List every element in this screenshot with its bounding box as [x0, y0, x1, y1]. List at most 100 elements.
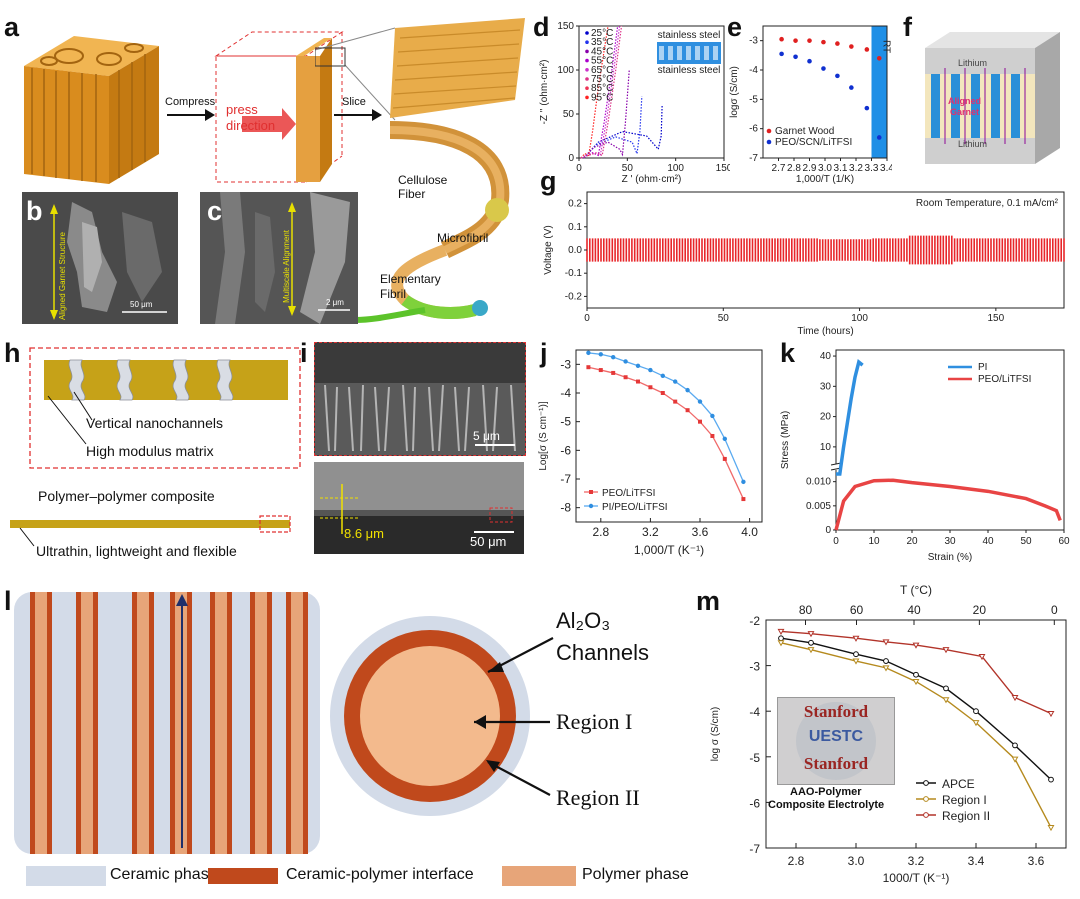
- chart-d-ytick-label: 150: [557, 21, 574, 32]
- chart-m-top-tick-label: 0: [1051, 603, 1058, 617]
- chart-e-xtick-label: 3.1: [834, 163, 848, 174]
- multiscale-alignment-label: Multiscale Alignment: [282, 230, 291, 303]
- chart-d-legend-label: 45°C: [591, 46, 613, 57]
- interface-stripe: [30, 592, 35, 854]
- chart-k-xtick-label: 10: [868, 536, 880, 547]
- chart-j-point: [648, 385, 653, 390]
- chart-e-xtick-label: 3.3: [865, 163, 879, 174]
- chart-e-ytick-label: -5: [749, 94, 758, 105]
- chart-d-inset-stripe: [686, 46, 691, 60]
- chart-m-top-tick-label: 40: [907, 603, 921, 617]
- chart-e-point: [864, 105, 870, 111]
- chart-e-ytick-label: -4: [749, 65, 758, 76]
- chart-g-ytick-label: 0.2: [568, 199, 582, 210]
- scale-bar-c: 2 μm: [326, 298, 344, 307]
- chart-d-legend-marker: [585, 40, 589, 44]
- chart-m-xtick-label: 2.8: [788, 854, 805, 868]
- chart-m-ytick-label: -2: [749, 614, 760, 628]
- chart-m-legend-label: Region I: [942, 793, 987, 807]
- chart-e-point: [807, 58, 812, 64]
- chart-d-series: [580, 25, 609, 159]
- aligned-label: Aligned: [948, 96, 981, 106]
- compress-arrow: [167, 109, 215, 121]
- chart-m-top-axis-label: T (°C): [900, 583, 932, 597]
- chart-g-xtick-label: 50: [718, 313, 730, 324]
- sem-image-b: Aligned Garnet Structure 50 μm: [22, 192, 178, 324]
- compressed-block-illustration: [214, 31, 344, 183]
- chart-e-point: [876, 55, 882, 61]
- interface-stripe: [93, 592, 98, 854]
- chart-k-xtick-label: 60: [1058, 536, 1070, 547]
- panel-letter-i: i: [300, 338, 308, 368]
- chart-k-ytick-label: 20: [820, 412, 832, 423]
- chart-d-legend-marker: [585, 58, 589, 63]
- panel-letter-h: h: [4, 338, 21, 368]
- chart-m-point: [1047, 710, 1055, 718]
- legend-swatch-interface: [208, 868, 278, 884]
- chart-e-xtick-label: 2.8: [787, 163, 801, 174]
- chart-g-annotation: Room Temperature, 0.1 mA/cm²: [916, 198, 1059, 209]
- chart-e-point: [821, 39, 826, 45]
- chart-d-xtick-label: 150: [716, 163, 730, 174]
- chart-e-xtick-label: 3.0: [818, 163, 832, 174]
- channels-label: Channels: [556, 640, 649, 665]
- chart-d-legend-marker: [585, 77, 589, 81]
- chart-j-point: [623, 359, 628, 364]
- chart-m-point: [882, 665, 890, 672]
- chart-m-top-tick-label: 80: [799, 603, 813, 617]
- microfibril-label: Microfibril: [437, 231, 489, 245]
- chart-e-point: [876, 135, 882, 140]
- chart-j-point: [636, 379, 640, 384]
- sem-image-i-top: 5 μm: [314, 342, 526, 456]
- polymer-stripe: [132, 592, 154, 854]
- chart-d-legend-marker: [585, 95, 589, 100]
- chart-g-xtick-label: 150: [988, 313, 1005, 324]
- panel-letter-m: m: [696, 586, 721, 616]
- chart-d-inset-bottom-label: stainless steel: [658, 65, 721, 76]
- chart-m-point: [972, 720, 980, 727]
- chart-d-inset-stripe: [677, 46, 682, 60]
- interface-stripe: [210, 592, 215, 854]
- chart-d-legend-label: 95°C: [591, 92, 613, 103]
- chart-j-ytick-label: -6: [560, 443, 571, 457]
- chart-j-ytick-label: -8: [560, 501, 571, 515]
- chart-d-xtick-label: 0: [576, 163, 582, 174]
- inset-caption-1: AAO-Polymer: [790, 786, 862, 798]
- chart-j-point: [698, 419, 702, 424]
- chart-g-ytick-label: 0.0: [568, 245, 582, 256]
- chart-m-point: [852, 635, 860, 642]
- polymer-stripe: [210, 592, 232, 854]
- interface-stripe: [267, 592, 272, 854]
- chart-m-point: [1011, 756, 1019, 763]
- chart-d-ytick-label: 100: [557, 65, 574, 76]
- aligned-garnet-label: Aligned Garnet Structure: [58, 232, 67, 321]
- chart-j-conductivity: 2.8 3.2 3.6 4.0 -3 -4 -5 -6 -7 -8 1,000/T (K⁻¹) Log…: [538, 349, 763, 557]
- cellulose-label: Cellulose: [398, 173, 448, 187]
- chart-k-xtick-label: 40: [982, 536, 994, 547]
- chart-e-ytick-label: -6: [749, 124, 758, 135]
- lithium-bottom-label: Lithium: [958, 139, 988, 149]
- chart-m-point: [1012, 742, 1018, 749]
- chart-k-legend-label: PEO/LiTFSI: [978, 374, 1031, 385]
- region2-label: Region II: [556, 785, 640, 810]
- chart-j-xlabel: 1,000/T (K⁻¹): [634, 543, 704, 557]
- chart-e-rt-label: RT: [880, 40, 891, 53]
- chart-j-point: [710, 434, 715, 438]
- chart-m-top-tick-label: 20: [973, 603, 987, 617]
- chart-j-point: [741, 479, 746, 485]
- chart-d-series: [580, 25, 623, 159]
- chart-d-inset-stripe: [695, 46, 700, 60]
- sem-texture-i-top: [315, 343, 525, 455]
- chart-g-ytick-label: -0.1: [565, 268, 583, 279]
- chart-k-break-mark: [830, 462, 842, 466]
- chart-d-legend-label: 85°C: [591, 83, 613, 94]
- chart-d-legend-marker: [585, 86, 589, 90]
- chart-m-ytick-label: -7: [749, 842, 760, 856]
- chart-g-series: [586, 235, 1065, 265]
- chart-e-plot-area: RT 2.7 2.8 2.9 3.0 3.1 3.2 3.3 3.4 -3 -4 -5 -6 -7 1,00…: [729, 25, 892, 185]
- interface-stripe: [132, 592, 137, 854]
- chart-e-point: [821, 66, 826, 71]
- chart-d-legend-label: 55°C: [591, 56, 613, 67]
- chart-e-point: [864, 47, 870, 52]
- chart-m-point: [853, 651, 859, 658]
